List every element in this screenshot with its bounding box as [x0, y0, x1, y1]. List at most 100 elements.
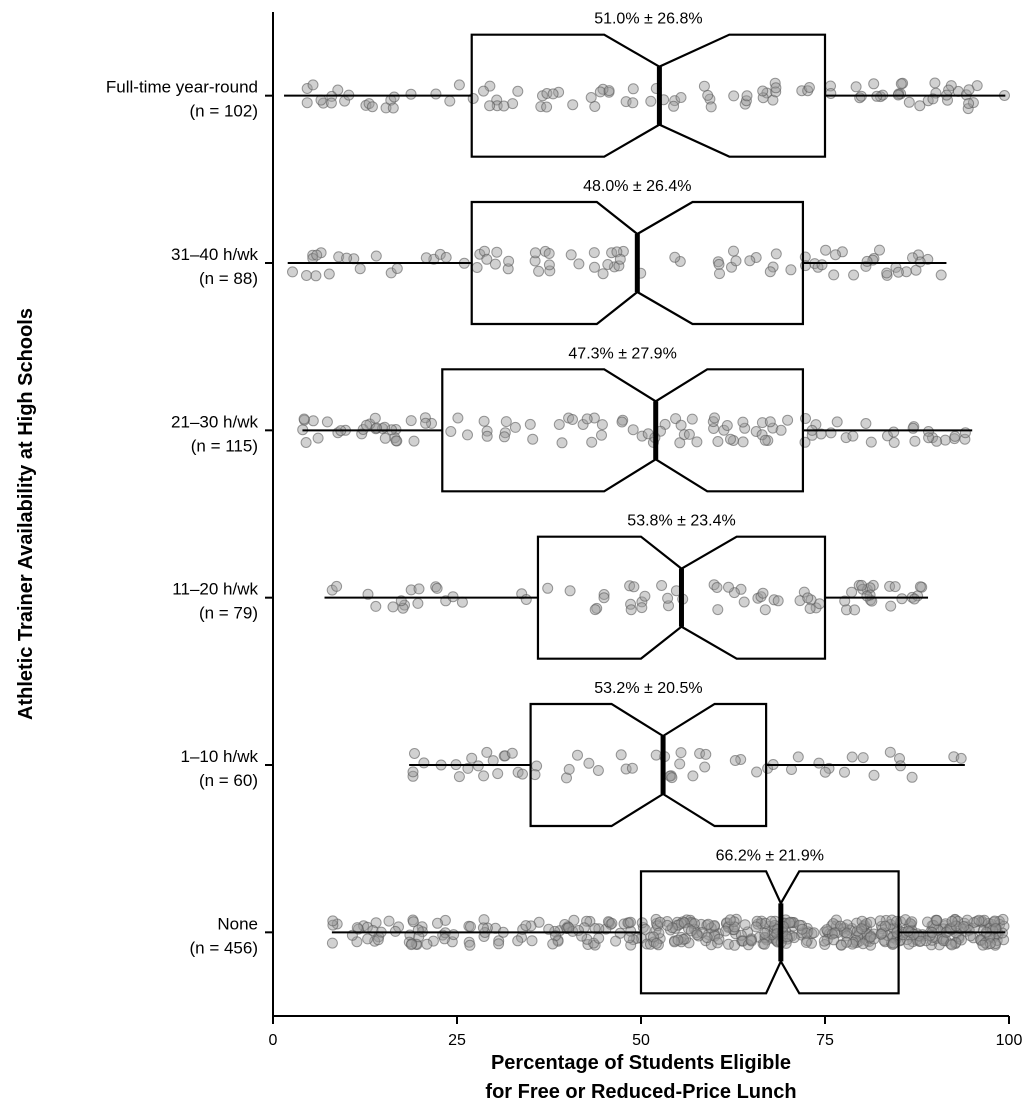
data-point: [594, 86, 606, 98]
data-point: [939, 434, 951, 446]
data-point: [507, 98, 519, 110]
data-point: [846, 751, 858, 763]
data-point: [478, 770, 490, 782]
data-point: [784, 917, 795, 929]
data-point: [745, 934, 757, 946]
category-label: 1–10 h/wk: [181, 747, 259, 766]
data-point: [354, 263, 366, 275]
data-point: [650, 937, 662, 949]
data-point: [888, 437, 900, 448]
data-point: [325, 97, 337, 109]
data-point: [818, 935, 830, 947]
data-point: [888, 426, 900, 438]
data-point: [759, 434, 771, 446]
data-point: [889, 581, 901, 593]
data-point: [453, 771, 465, 783]
x-tick-label: 50: [632, 1032, 650, 1049]
data-point: [737, 416, 749, 428]
data-point: [512, 935, 524, 947]
data-point: [821, 924, 833, 936]
data-point: [923, 432, 935, 444]
notched-box: [441, 368, 805, 493]
data-point: [563, 763, 575, 775]
data-point: [648, 931, 659, 943]
data-point: [489, 258, 501, 270]
data-point: [908, 593, 920, 605]
data-point: [407, 770, 419, 782]
data-point: [835, 939, 847, 951]
category-n-label: (n = 115): [191, 436, 258, 455]
data-point: [728, 90, 740, 102]
data-point: [420, 417, 432, 429]
data-point: [683, 428, 695, 440]
notched-box: [529, 702, 768, 828]
data-point: [857, 938, 869, 950]
data-point: [709, 412, 720, 424]
data-point: [371, 422, 383, 434]
data-point: [729, 939, 741, 951]
category-label: 31–40 h/wk: [171, 245, 258, 264]
data-point: [751, 766, 763, 778]
data-point: [856, 579, 868, 591]
data-point: [675, 747, 687, 759]
data-point: [816, 259, 828, 271]
data-point: [301, 270, 312, 281]
category-label: None: [217, 914, 258, 933]
data-point: [662, 592, 674, 604]
data-point: [896, 593, 908, 605]
data-point: [500, 416, 512, 428]
data-point: [491, 246, 503, 258]
data-point: [959, 427, 971, 439]
data-point: [661, 919, 673, 931]
data-point: [327, 915, 339, 927]
data-point: [326, 937, 338, 949]
data-point: [965, 930, 976, 942]
data-point: [462, 429, 473, 441]
data-point: [759, 938, 770, 950]
data-point: [524, 418, 536, 430]
data-point: [616, 416, 628, 428]
data-point: [922, 916, 933, 928]
data-point: [589, 604, 601, 616]
data-point: [846, 938, 858, 950]
data-point: [739, 919, 751, 931]
data-point: [977, 939, 989, 951]
data-point: [788, 917, 800, 928]
data-point: [588, 247, 600, 259]
data-point: [955, 934, 967, 946]
data-point: [902, 925, 914, 937]
data-point: [714, 268, 725, 280]
data-point: [614, 253, 626, 265]
data-point: [366, 101, 378, 113]
data-point: [849, 604, 861, 616]
data-point: [567, 414, 578, 425]
data-point: [764, 266, 776, 278]
category-n-label: (n = 102): [189, 102, 258, 121]
data-point: [756, 417, 768, 429]
data-point: [691, 436, 703, 448]
data-point: [625, 916, 636, 928]
data-point: [674, 256, 686, 267]
data-point: [471, 262, 483, 273]
data-point: [666, 772, 678, 784]
data-point: [444, 95, 456, 107]
data-point: [613, 260, 625, 272]
data-point: [720, 925, 731, 937]
data-point: [598, 592, 610, 604]
data-point: [561, 772, 572, 784]
data-point: [430, 88, 442, 100]
data-point: [744, 255, 756, 267]
data-point: [836, 246, 848, 258]
data-point: [770, 86, 782, 98]
data-point: [586, 436, 598, 448]
data-point: [615, 749, 627, 761]
group-stat-label: 53.8% ± 23.4%: [627, 513, 735, 530]
data-point: [576, 930, 588, 942]
data-point: [543, 259, 555, 271]
group-stat-label: 53.2% ± 20.5%: [594, 680, 702, 697]
data-point: [642, 428, 654, 440]
data-point: [529, 255, 541, 267]
category-n-label: (n = 79): [199, 604, 258, 623]
data-point: [691, 929, 703, 941]
data-point: [312, 432, 324, 444]
